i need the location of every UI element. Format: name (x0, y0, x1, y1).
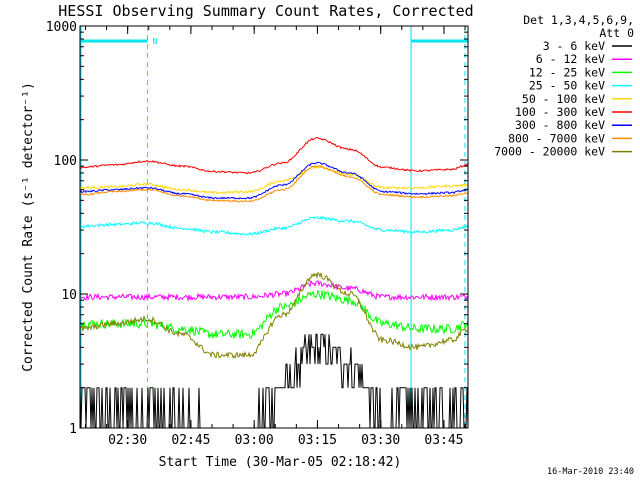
legend-entry-label: 7000 - 20000 keV (494, 145, 605, 159)
series-line-4 (79, 165, 469, 195)
series-line-7 (79, 164, 469, 203)
series-line-2 (79, 289, 469, 339)
legend-entry-label: 25 - 50 keV (529, 79, 605, 93)
legend-entry-label: 6 - 12 keV (536, 52, 605, 66)
x-tick-label: 03:45 (424, 433, 463, 448)
legend-entry-label: 50 - 100 keV (522, 92, 605, 106)
series-line-6 (79, 161, 469, 200)
generation-timestamp: 16-Mar-2010 23:40 (547, 467, 634, 477)
y-axis-label: Corrected Count Rate (s⁻¹ detector⁻¹) (21, 82, 36, 372)
y-tick-label: 1 (69, 422, 77, 437)
plot-background-layer: N (80, 26, 468, 428)
legend-entry-label: 800 - 7000 keV (508, 131, 605, 145)
axis-layer: 1 10 100 1000 02:30 02:45 03:00 03:15 03:30 03:45 (46, 20, 468, 448)
x-tick-label: 03:15 (298, 433, 337, 448)
y-tick-label: 10 (61, 288, 77, 303)
x-axis-label: Start Time (30-Mar-05 02:18:42) (159, 455, 402, 470)
legend-entry-label: 12 - 25 keV (529, 65, 605, 79)
legend-entry-label: 100 - 300 keV (515, 105, 605, 119)
x-tick-label: 02:30 (108, 433, 147, 448)
y-tick-label: 100 (54, 154, 77, 169)
series-line-5 (79, 137, 469, 175)
legend-entry-label: 300 - 800 keV (515, 118, 605, 132)
x-tick-label: 03:00 (235, 433, 274, 448)
series-layer (79, 137, 469, 429)
legend-entry-label: 3 - 6 keV (543, 39, 605, 53)
legend-header-line-1: Det 1,3,4,5,6,9, (523, 13, 634, 27)
series-line-3 (79, 215, 469, 236)
annotation-label: N (152, 37, 157, 46)
chart-title: HESSI Observing Summary Count Rates, Cor… (58, 2, 473, 20)
series-line-8 (79, 271, 469, 360)
x-tick-label: 03:30 (361, 433, 400, 448)
plot-frame (79, 25, 469, 429)
y-tick-label: 1000 (46, 20, 77, 35)
series-line-1 (79, 279, 469, 302)
legend-header-line-2: Att 0 (599, 26, 634, 40)
x-tick-label: 02:45 (171, 433, 210, 448)
